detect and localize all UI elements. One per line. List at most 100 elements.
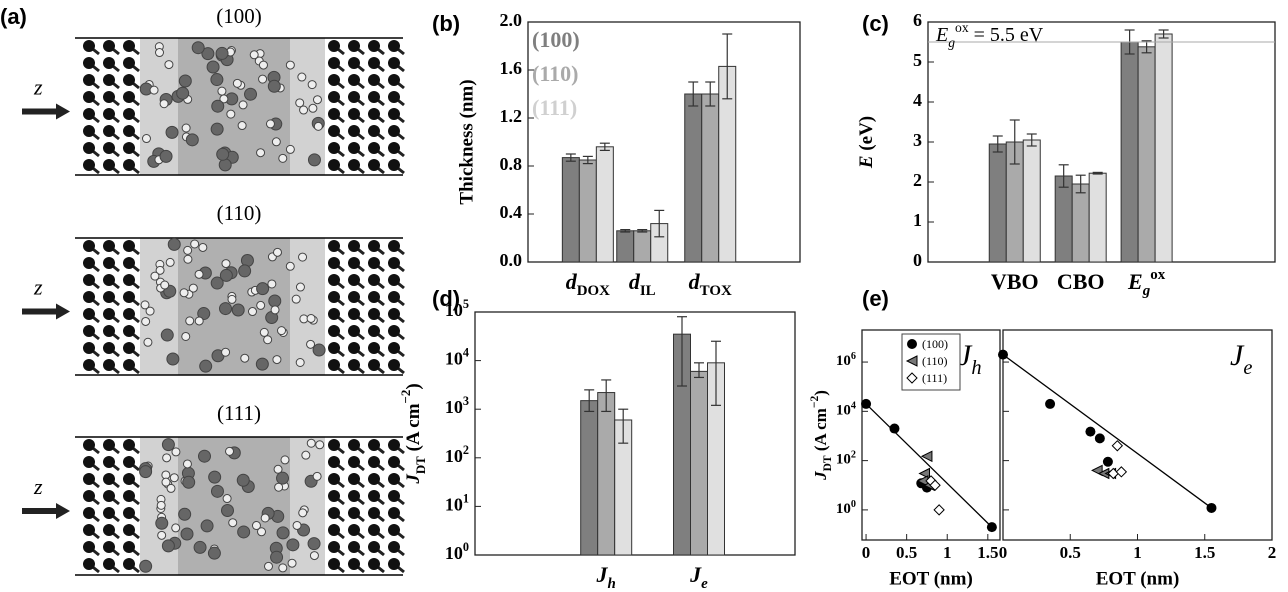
atom [219,268,233,282]
atom [123,524,135,536]
atom [258,60,268,70]
point [1085,426,1096,437]
atom [258,74,268,84]
atom [348,57,360,69]
atom [83,473,95,485]
atom [83,541,95,553]
axis-label: z [33,75,43,100]
atom [388,473,400,485]
axis-label: z [33,474,43,499]
atom [348,257,360,269]
atom [368,490,380,502]
atom [103,325,115,337]
atom [83,57,95,69]
atom [155,516,169,530]
y-tick-label: 101 [445,491,469,514]
atom [348,308,360,320]
y-tick-label: 106 [836,351,856,370]
atom [388,159,400,171]
point [986,522,997,533]
y-tick-label: 102 [836,449,856,468]
atom [123,108,135,120]
atom [295,357,305,367]
legend-entry: (111) [532,95,577,120]
y-tick-label: 1 [913,210,922,230]
atom [368,308,380,320]
atom [221,347,231,357]
atom [285,144,295,154]
atom [388,541,400,553]
atom [220,503,234,517]
atom [210,122,224,136]
fit-line [1002,354,1212,509]
x-axis-label: EOT (nm) [1096,568,1180,589]
x-tick-label: 0.5 [896,543,917,562]
atom [348,456,360,468]
atom [348,439,360,451]
atom [183,245,193,255]
atom [176,86,190,100]
atom [368,342,380,354]
atom [145,306,155,316]
atom [285,261,295,271]
atom [150,271,160,281]
atom [312,471,322,481]
arrow-head [56,303,70,320]
error-bar [1158,29,1169,39]
atom [123,240,135,252]
atom [388,74,400,86]
atom [312,343,326,357]
error-bar [654,209,665,238]
atom [225,446,235,456]
point [905,355,918,367]
atom [103,257,115,269]
panel-label: (e) [862,286,889,311]
plot-frame [861,329,1001,541]
atom [178,74,192,88]
y-tick-label: 4 [913,90,922,110]
atom [368,257,380,269]
atom [165,125,179,139]
atom [368,57,380,69]
atom [207,546,221,560]
atom [123,473,135,485]
atom [348,74,360,86]
atom [272,355,282,365]
atom [306,313,316,323]
atom [388,257,400,269]
atom [83,91,95,103]
point [998,349,1008,360]
error-bar [1026,133,1037,147]
atom [368,108,380,120]
bar [578,159,597,263]
atom [368,558,380,570]
atom [271,137,281,147]
atom [348,558,360,570]
atom [123,541,135,553]
atom [103,274,115,286]
x-axis-label: EOT (nm) [889,568,973,589]
atom [194,269,204,279]
atom [103,308,115,320]
atom [161,477,171,487]
atom [123,308,135,320]
y-tick-label: 100 [836,499,856,518]
atom [295,98,305,108]
atom [83,159,95,171]
atom [164,60,174,70]
point [1107,467,1119,480]
error-bar [992,135,1003,153]
atom [232,78,242,88]
atom [83,240,95,252]
panel-label: (c) [862,11,889,36]
atom [123,507,135,519]
atom [273,464,283,474]
atom [348,490,360,502]
atom [285,60,295,70]
atom [328,159,340,171]
fit-line [865,403,993,528]
atom [210,276,224,290]
atom [103,159,115,171]
atom [267,79,281,93]
error-bar [620,229,631,233]
